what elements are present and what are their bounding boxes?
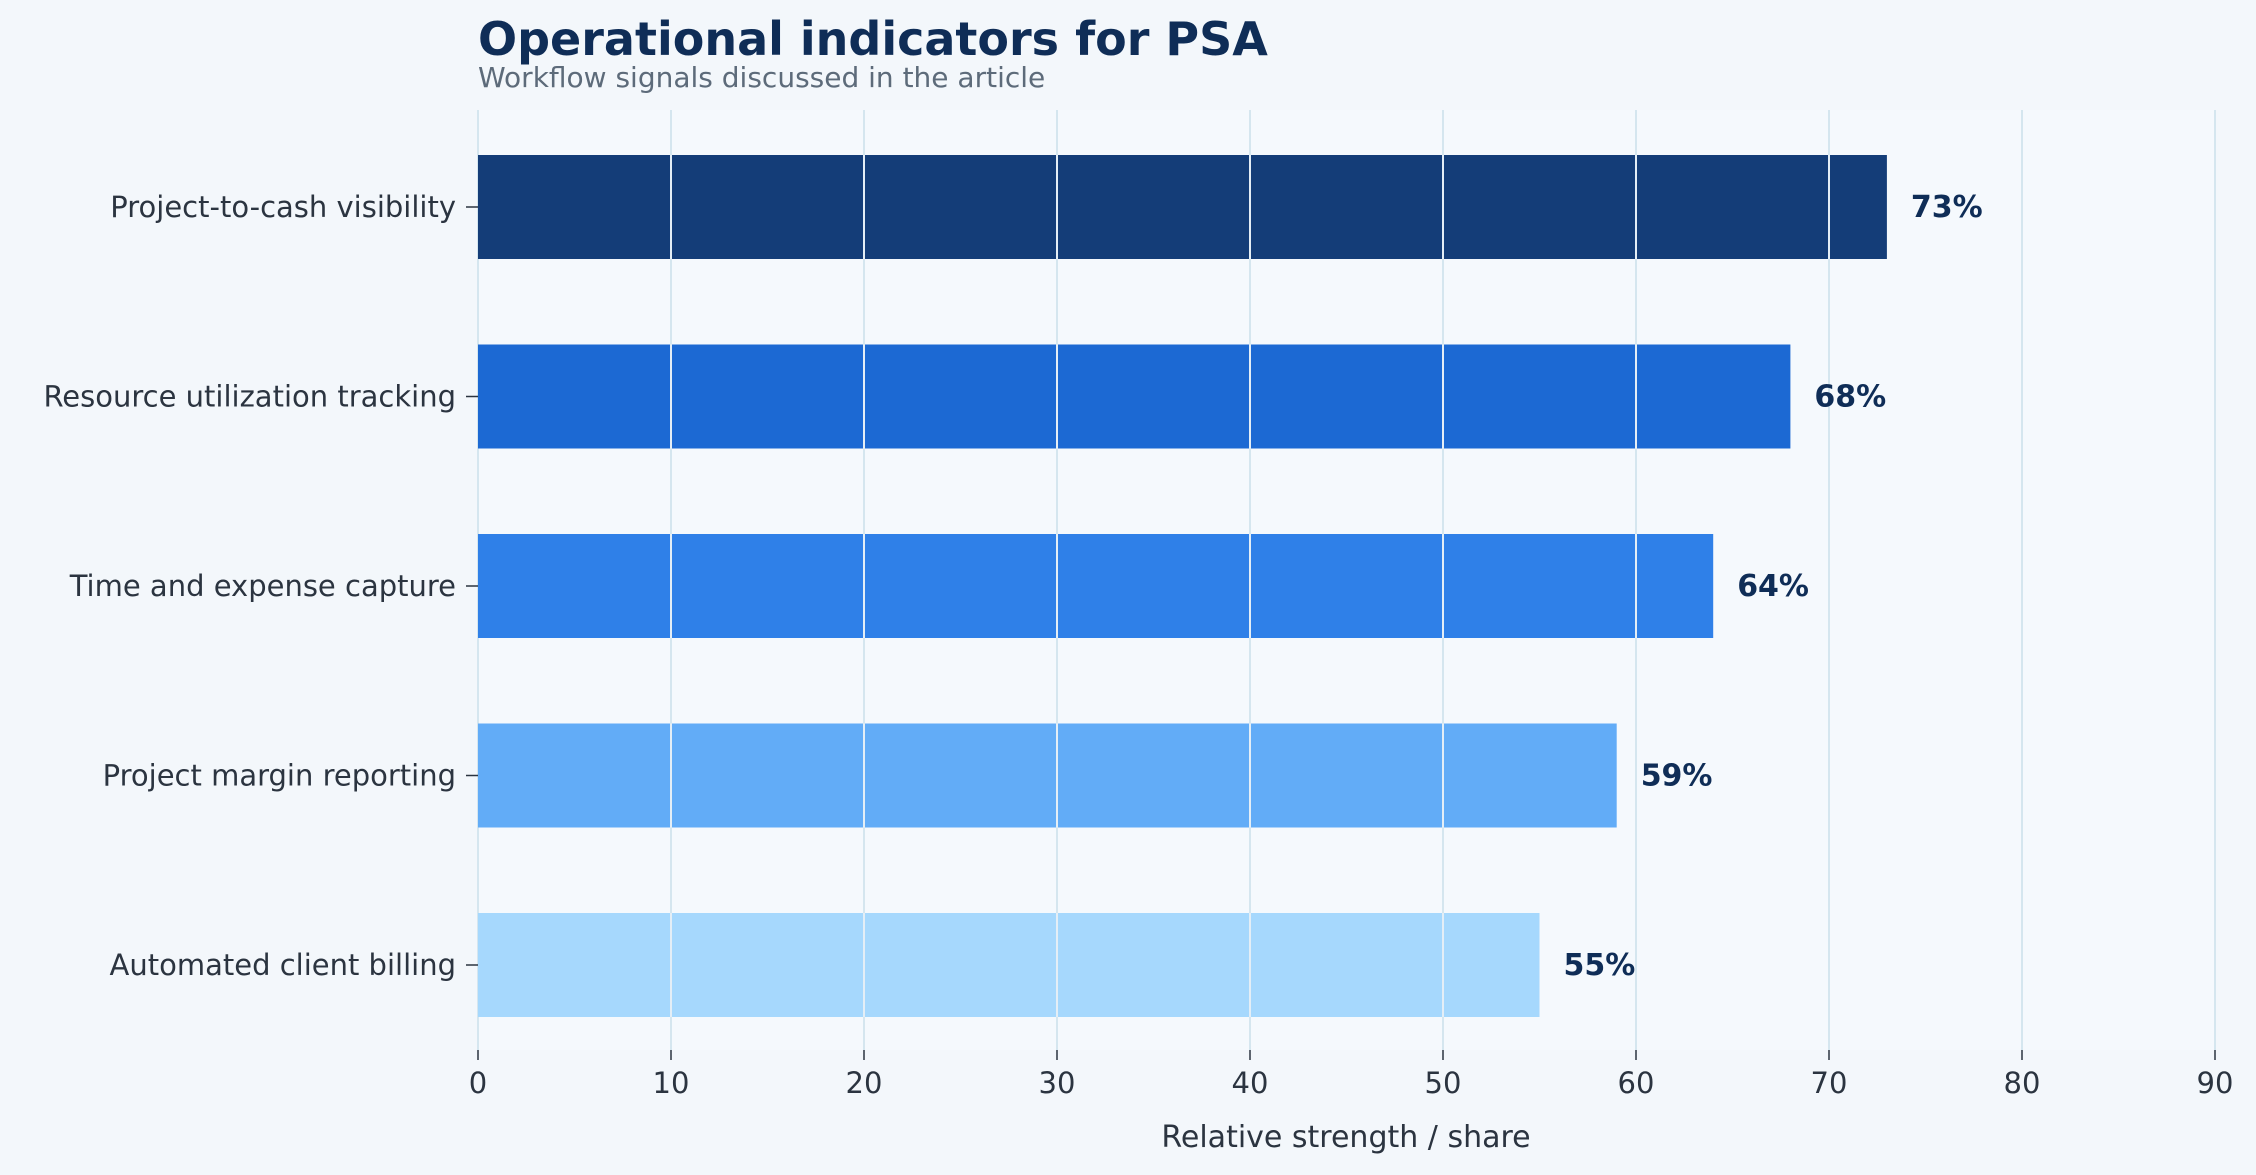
x-tick-label: 40: [1232, 1066, 1269, 1100]
value-labels: 73% 68% 64% 59% 55%: [1564, 190, 1983, 983]
category-label: Resource utilization tracking: [43, 380, 456, 414]
bar-0: [478, 155, 1887, 259]
gridlines-overlay: [670, 155, 1830, 1017]
bars: [478, 155, 1887, 1017]
chart-title: Operational indicators for PSA: [478, 12, 1268, 66]
x-tick-label: 90: [2197, 1066, 2234, 1100]
category-label: Automated client billing: [110, 948, 457, 982]
value-label: 64%: [1737, 569, 1809, 604]
x-axis-ticks: 0 10 20 30 40 50 60 70 80 90: [469, 1050, 2234, 1100]
x-tick-label: 70: [1811, 1066, 1848, 1100]
category-label: Project margin reporting: [103, 759, 456, 793]
category-label: Project-to-cash visibility: [110, 190, 456, 224]
x-tick-label: 50: [1425, 1066, 1462, 1100]
category-label: Time and expense capture: [69, 569, 456, 603]
bar-3: [478, 723, 1617, 828]
value-label: 59%: [1641, 759, 1713, 794]
bar-4: [478, 913, 1540, 1017]
x-tick-label: 80: [2004, 1066, 2041, 1100]
bar-1: [478, 344, 1791, 449]
x-tick-label: 60: [1618, 1066, 1655, 1100]
value-label: 55%: [1564, 948, 1636, 983]
category-labels: Project-to-cash visibility Resource utili…: [43, 190, 478, 982]
x-tick-label: 30: [1039, 1066, 1076, 1100]
x-tick-label: 10: [653, 1066, 690, 1100]
x-axis-title: Relative strength / share: [1161, 1120, 1530, 1155]
x-tick-label: 0: [469, 1066, 487, 1100]
x-tick-label: 20: [846, 1066, 883, 1100]
value-label: 73%: [1911, 190, 1983, 225]
bar-2: [478, 534, 1714, 638]
chart-subtitle: Workflow signals discussed in the articl…: [478, 61, 1045, 94]
value-label: 68%: [1814, 380, 1886, 415]
